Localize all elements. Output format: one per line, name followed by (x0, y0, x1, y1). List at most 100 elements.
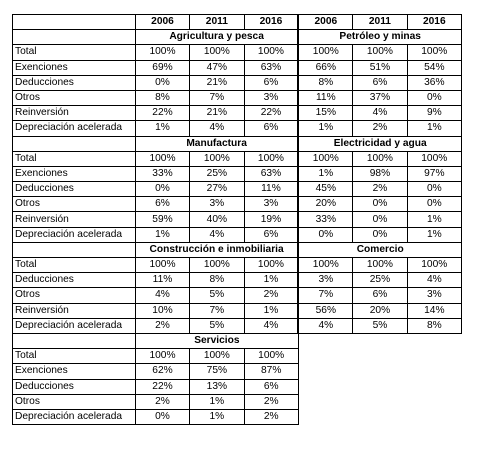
table-row: Otros 8% 7% 3% 11% 37% 0% (12, 89, 463, 107)
value-cell: 11% (297, 89, 354, 107)
value-cell: 6% (134, 196, 191, 213)
table-row: Depreciación acelerada 0% 1% 2% (12, 408, 462, 426)
empty-cell (353, 394, 407, 409)
value-cell: 0% (406, 181, 463, 198)
empty-cell (298, 394, 352, 409)
value-cell: 0% (297, 226, 354, 243)
value-cell: 19% (243, 211, 299, 228)
value-cell: 2% (243, 393, 299, 410)
value-cell: 0% (134, 181, 191, 198)
value-cell: 100% (243, 44, 299, 61)
row-label: Depreciación acelerada (12, 408, 136, 426)
value-cell: 20% (352, 302, 408, 319)
value-cell: 5% (189, 317, 245, 334)
row-label: Depreciación acelerada (12, 226, 136, 243)
empty-cell (353, 379, 407, 394)
value-cell: 2% (243, 408, 299, 426)
sector-header-spacer (12, 332, 136, 350)
table-row: Deducciones 0% 21% 6% 8% 6% 36% (12, 74, 463, 91)
value-cell: 4% (189, 226, 245, 243)
value-cell: 100% (352, 256, 408, 274)
value-cell: 2% (352, 181, 408, 198)
year-header-cell: 2011 (352, 13, 408, 31)
value-cell: 40% (189, 211, 245, 228)
row-label: Total (12, 44, 136, 61)
corner-cell (12, 13, 136, 31)
sector-header-spacer (12, 29, 136, 46)
row-label: Deducciones (12, 74, 136, 91)
year-header-cell: 2006 (297, 13, 354, 31)
value-cell: 3% (297, 272, 354, 289)
sector-header-left: Manufactura (134, 135, 299, 152)
value-cell: 51% (352, 59, 408, 76)
value-cell: 1% (134, 120, 191, 137)
tax-expenditure-table: 2006 2011 2016 2006 2011 2016 Agricultura y pe… (12, 13, 463, 426)
table-row: Exenciones 33% 25% 63% 1% 98% 97% (12, 165, 463, 183)
value-cell: 6% (352, 74, 408, 91)
value-cell: 54% (406, 59, 463, 76)
value-cell: 63% (243, 59, 299, 76)
table-row: Total 100% 100% 100% 100% 100% 100% (12, 44, 463, 61)
sector-header-right: Petróleo y minas (297, 29, 463, 46)
sector-header-row: Manufactura Electricidad y agua (12, 135, 463, 152)
value-cell: 59% (134, 211, 191, 228)
row-label: Exenciones (12, 363, 136, 380)
value-cell: 22% (243, 105, 299, 122)
table-row: Depreciación acelerada 1% 4% 6% 0% 0% 1% (12, 226, 463, 243)
value-cell: 4% (243, 317, 299, 334)
sector-header-row: Servicios (12, 332, 462, 350)
value-cell: 22% (134, 378, 191, 395)
table-row: Total 100% 100% 100% 100% 100% 100% (12, 256, 463, 274)
value-cell: 22% (134, 105, 191, 122)
sector-header-left: Construcción e inmobiliaria (134, 241, 299, 259)
empty-cell (298, 379, 352, 394)
value-cell: 100% (243, 150, 299, 167)
row-label: Otros (12, 287, 136, 304)
empty-cell (353, 364, 407, 379)
year-header-row: 2006 2011 2016 2006 2011 2016 (12, 13, 463, 31)
value-cell: 100% (406, 44, 463, 61)
value-cell: 100% (297, 150, 354, 167)
row-label: Depreciación acelerada (12, 120, 136, 137)
empty-cell (407, 349, 461, 364)
value-cell: 0% (352, 211, 408, 228)
value-cell: 56% (297, 302, 354, 319)
value-cell: 7% (189, 89, 245, 107)
value-cell: 4% (134, 287, 191, 304)
table-row: Total 100% 100% 100% 100% 100% 100% (12, 150, 463, 167)
value-cell: 7% (297, 287, 354, 304)
row-label: Deducciones (12, 378, 136, 395)
value-cell: 0% (352, 226, 408, 243)
value-cell: 33% (134, 165, 191, 183)
value-cell: 20% (297, 196, 354, 213)
value-cell: 4% (297, 317, 354, 334)
value-cell: 1% (243, 272, 299, 289)
value-cell: 0% (406, 89, 463, 107)
table-row: Reinversión 10% 7% 1% 56% 20% 14% (12, 302, 463, 319)
empty-cell (298, 333, 461, 348)
value-cell: 2% (134, 317, 191, 334)
value-cell: 0% (134, 408, 191, 426)
value-cell: 0% (406, 196, 463, 213)
table-row: Total 100% 100% 100% (12, 348, 462, 365)
value-cell: 97% (406, 165, 463, 183)
value-cell: 2% (243, 287, 299, 304)
value-cell: 8% (297, 74, 354, 91)
value-cell: 14% (406, 302, 463, 319)
row-label: Reinversión (12, 105, 136, 122)
value-cell: 47% (189, 59, 245, 76)
value-cell: 15% (297, 105, 354, 122)
value-cell: 6% (243, 378, 299, 395)
row-label: Otros (12, 393, 136, 410)
value-cell: 4% (189, 120, 245, 137)
sector-header-right: Electricidad y agua (297, 135, 463, 152)
empty-cell (298, 349, 352, 364)
sector-header-left: Servicios (134, 332, 299, 350)
row-label: Exenciones (12, 59, 136, 76)
row-label: Depreciación acelerada (12, 317, 136, 334)
value-cell: 1% (134, 226, 191, 243)
value-cell: 8% (406, 317, 463, 334)
value-cell: 1% (406, 226, 463, 243)
value-cell: 6% (243, 74, 299, 91)
value-cell: 100% (297, 44, 354, 61)
